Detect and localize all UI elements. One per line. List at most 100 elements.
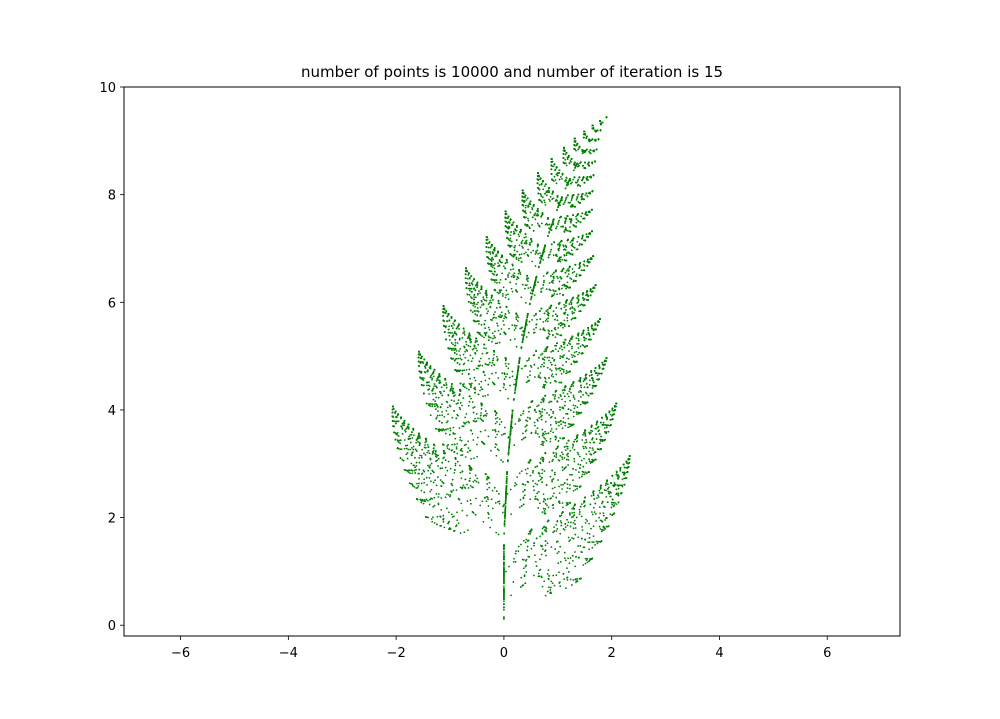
scatter-point <box>583 457 585 460</box>
scatter-point <box>503 552 505 555</box>
scatter-point <box>568 350 570 352</box>
scatter-point <box>486 475 489 478</box>
scatter-point <box>482 296 485 299</box>
scatter-point <box>538 417 541 419</box>
scatter-point <box>433 405 436 408</box>
scatter-point <box>557 205 560 208</box>
scatter-point <box>561 199 563 202</box>
scatter-point <box>422 502 425 505</box>
scatter-point <box>417 440 419 443</box>
scatter-point <box>495 454 498 457</box>
scatter-point <box>469 499 472 502</box>
scatter-point <box>535 537 538 540</box>
scatter-point <box>555 225 558 228</box>
scatter-point <box>525 336 528 338</box>
scatter-point <box>575 350 578 353</box>
scatter-point <box>525 472 528 475</box>
scatter-point <box>480 404 483 407</box>
scatter-point <box>497 377 500 379</box>
scatter-point <box>568 390 571 393</box>
scatter-point <box>558 459 561 462</box>
scatter-point <box>537 479 540 482</box>
scatter-point <box>545 288 548 291</box>
scatter-point <box>515 316 518 319</box>
scatter-point <box>504 505 507 508</box>
scatter-point <box>596 374 599 377</box>
scatter-point <box>565 304 567 307</box>
scatter-point <box>437 428 440 431</box>
scatter-point <box>457 402 459 405</box>
scatter-point <box>572 394 575 397</box>
scatter-point <box>558 219 561 222</box>
scatter-point <box>573 511 576 514</box>
scatter-point <box>410 454 413 456</box>
scatter-point <box>496 420 498 423</box>
scatter-point <box>497 533 500 536</box>
scatter-point <box>473 368 475 371</box>
scatter-point <box>578 310 581 313</box>
scatter-point <box>488 328 491 331</box>
scatter-point <box>564 285 566 288</box>
scatter-point <box>471 348 474 351</box>
scatter-point <box>413 469 416 472</box>
scatter-point <box>541 434 544 437</box>
scatter-point <box>561 488 563 490</box>
scatter-point <box>567 570 570 573</box>
scatter-point <box>494 279 496 281</box>
scatter-point <box>588 433 591 435</box>
scatter-point <box>523 236 526 239</box>
scatter-point <box>553 292 556 295</box>
scatter-point <box>447 331 450 334</box>
scatter-point <box>513 338 516 340</box>
scatter-point <box>466 483 468 486</box>
scatter-point <box>413 485 416 488</box>
scatter-point <box>503 520 506 522</box>
scatter-point <box>494 342 497 345</box>
scatter-point <box>585 441 588 444</box>
scatter-point <box>541 398 543 401</box>
scatter-point <box>548 414 551 416</box>
scatter-point <box>493 267 496 270</box>
scatter-point <box>526 197 529 200</box>
scatter-point <box>504 362 507 365</box>
scatter-point <box>435 408 437 411</box>
scatter-point <box>418 435 421 437</box>
scatter-point <box>471 357 474 360</box>
scatter-point <box>503 525 506 527</box>
scatter-point <box>470 302 472 305</box>
scatter-point <box>577 400 580 402</box>
scatter-point <box>498 418 501 420</box>
scatter-point <box>455 447 458 450</box>
scatter-points <box>391 116 631 620</box>
scatter-point <box>407 469 410 472</box>
scatter-point <box>572 354 575 357</box>
scatter-point <box>405 453 408 456</box>
scatter-point <box>517 545 520 548</box>
scatter-point <box>599 442 601 445</box>
scatter-point <box>601 440 604 443</box>
scatter-point <box>418 441 421 444</box>
scatter-point <box>591 513 594 516</box>
scatter-point <box>470 282 473 285</box>
scatter-point <box>561 427 564 430</box>
scatter-point <box>473 391 476 394</box>
scatter-point <box>492 258 495 261</box>
scatter-point <box>574 404 577 407</box>
scatter-point <box>444 326 447 329</box>
scatter-point <box>427 499 429 502</box>
scatter-point <box>576 179 579 182</box>
scatter-point <box>546 573 549 575</box>
scatter-point <box>565 254 568 257</box>
scatter-point <box>553 526 555 529</box>
scatter-point <box>534 466 537 468</box>
scatter-point <box>557 550 560 553</box>
scatter-point <box>581 551 583 554</box>
scatter-point <box>511 375 514 378</box>
scatter-point <box>455 327 458 330</box>
scatter-point <box>582 433 584 436</box>
scatter-point <box>510 513 512 516</box>
scatter-point <box>534 424 536 427</box>
scatter-point <box>565 218 567 221</box>
scatter-point <box>520 253 523 256</box>
scatter-point <box>537 374 540 377</box>
